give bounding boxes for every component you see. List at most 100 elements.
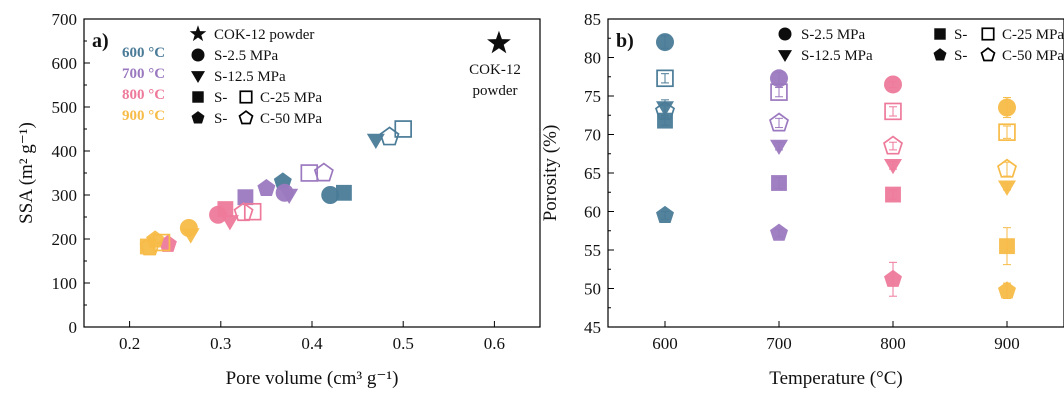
data-point-900-pentagon <box>997 158 1017 178</box>
data-point-700-square <box>237 189 254 206</box>
x-tick-label: 600 <box>652 334 678 353</box>
y-tick-label: 300 <box>52 186 78 205</box>
data-point-800-square <box>217 201 234 217</box>
legend-label: S- <box>954 48 967 64</box>
data-point-900-triangle <box>181 228 200 244</box>
y-tick-label: 50 <box>584 280 601 299</box>
data-point-800-square <box>884 102 902 121</box>
data-point-700-pentagon <box>257 178 276 197</box>
x-tick-label: 0.2 <box>119 334 140 353</box>
data-point-700-square <box>771 175 787 191</box>
legend-circle-icon <box>778 27 792 41</box>
y-axis-label: Porosity (%) <box>540 125 561 222</box>
data-point-600-pentagon <box>379 126 400 146</box>
data-point-700-square <box>770 83 788 101</box>
legend-label: S-2.5 MPa <box>801 27 866 43</box>
legend-label: S- <box>954 27 967 43</box>
y-tick-label: 0 <box>69 318 78 337</box>
legend-star-icon <box>189 25 207 42</box>
legend-triangle-icon <box>191 71 205 83</box>
panel-b-porosity-vs-temperature: 600 700 800 900 45 50 55 60 65 70 75 80 85 Temperatur… <box>540 10 1064 389</box>
x-tick-label: 800 <box>880 334 906 353</box>
data-point-900-square <box>998 123 1016 141</box>
panel-a-ssa-vs-pore-volume: 0.2 0.3 0.4 0.5 0.6 0 100 200 300 400 500 600 700 Por… <box>16 10 541 389</box>
data-point-800-triangle <box>220 215 239 231</box>
x-tick-label: 0.4 <box>301 334 323 353</box>
legend-label: S- <box>214 111 227 127</box>
legend-temperature-label: 800 °C <box>122 87 165 103</box>
y-tick-label: 85 <box>584 10 601 29</box>
legend-pentagon-open-icon <box>980 47 996 62</box>
legend-label: S-12.5 MPa <box>801 48 873 64</box>
legend-label: S- <box>214 90 227 106</box>
data-point-900-pentagon <box>139 236 160 256</box>
legend-square-open-icon <box>239 90 253 104</box>
data-point-800-square <box>885 186 901 203</box>
data-point-600-square <box>394 120 412 138</box>
annotation-line: powder <box>473 83 518 99</box>
legend-label: C-25 MPa <box>1002 27 1064 43</box>
y-tick-label: 100 <box>52 274 78 293</box>
y-tick-label: 80 <box>584 49 601 68</box>
y-axis-label: SSA (m² g⁻¹) <box>16 122 37 224</box>
x-tick-label: 0.6 <box>484 334 505 353</box>
data-point-800-triangle <box>884 159 902 175</box>
data-point-700-triangle <box>770 139 788 156</box>
legend-triangle-icon <box>778 50 792 62</box>
data-point-700-circle <box>770 69 788 88</box>
x-axis-label: Pore volume (cm³ g⁻¹) <box>226 368 399 389</box>
legend-label: C-50 MPa <box>260 111 322 127</box>
data-point-800-pentagon <box>884 269 902 287</box>
panel-label: b) <box>616 30 634 52</box>
x-tick-label: 0.5 <box>393 334 414 353</box>
legend-temperature-label: 700 °C <box>122 66 165 82</box>
y-tick-label: 55 <box>584 241 601 260</box>
x-tick-label: 900 <box>994 334 1020 353</box>
data-point-600-circle <box>321 186 340 204</box>
legend-temperature-label: 900 °C <box>122 108 165 124</box>
y-tick-label: 75 <box>584 87 601 106</box>
data-point-600-square <box>656 69 674 88</box>
legend-pentagon-open-icon <box>238 110 254 125</box>
legend-label: C-25 MPa <box>260 90 322 106</box>
data-point-700-pentagon <box>313 162 334 182</box>
legend-circle-icon <box>191 48 205 62</box>
data-point-600-circle <box>656 33 674 52</box>
data-point-800-pentagon <box>233 202 254 222</box>
legend-square-filled-icon <box>192 91 204 103</box>
x-tick-label: 0.3 <box>210 334 231 353</box>
legend-label: S-2.5 MPa <box>214 48 279 64</box>
annotation-line: COK-12 <box>469 62 521 78</box>
data-point-powder-star <box>487 30 511 54</box>
x-axis-label: Temperature (°C) <box>769 368 902 389</box>
y-tick-label: 500 <box>52 98 78 117</box>
y-tick-label: 70 <box>584 126 601 145</box>
panel-label: a) <box>92 30 109 52</box>
data-point-800-pentagon <box>883 135 903 155</box>
y-tick-label: 400 <box>52 142 78 161</box>
data-point-700-pentagon <box>770 223 788 241</box>
data-point-700-square <box>300 164 319 182</box>
data-point-900-pentagon <box>998 281 1016 299</box>
legend-label: S-12.5 MPa <box>214 69 286 85</box>
y-tick-label: 600 <box>52 54 78 73</box>
data-point-600-pentagon <box>655 100 675 120</box>
y-tick-label: 200 <box>52 230 78 249</box>
data-point-600-square <box>336 184 352 201</box>
data-point-600-pentagon <box>656 205 674 223</box>
data-point-800-circle <box>884 75 902 94</box>
legend-pentagon-filled-icon <box>933 48 947 61</box>
data-point-900-triangle <box>998 180 1016 196</box>
data-point-600-square <box>657 112 673 129</box>
legend-square-open-icon <box>981 27 995 41</box>
plot-frame <box>607 18 1064 328</box>
y-tick-label: 65 <box>584 164 601 183</box>
y-tick-label: 700 <box>52 10 78 29</box>
legend-label: C-50 MPa <box>1002 48 1064 64</box>
data-point-900-square <box>999 238 1015 255</box>
data-point-900-pentagon <box>146 230 165 248</box>
data-point-800-square <box>243 202 262 221</box>
data-point-700-pentagon <box>769 112 789 132</box>
